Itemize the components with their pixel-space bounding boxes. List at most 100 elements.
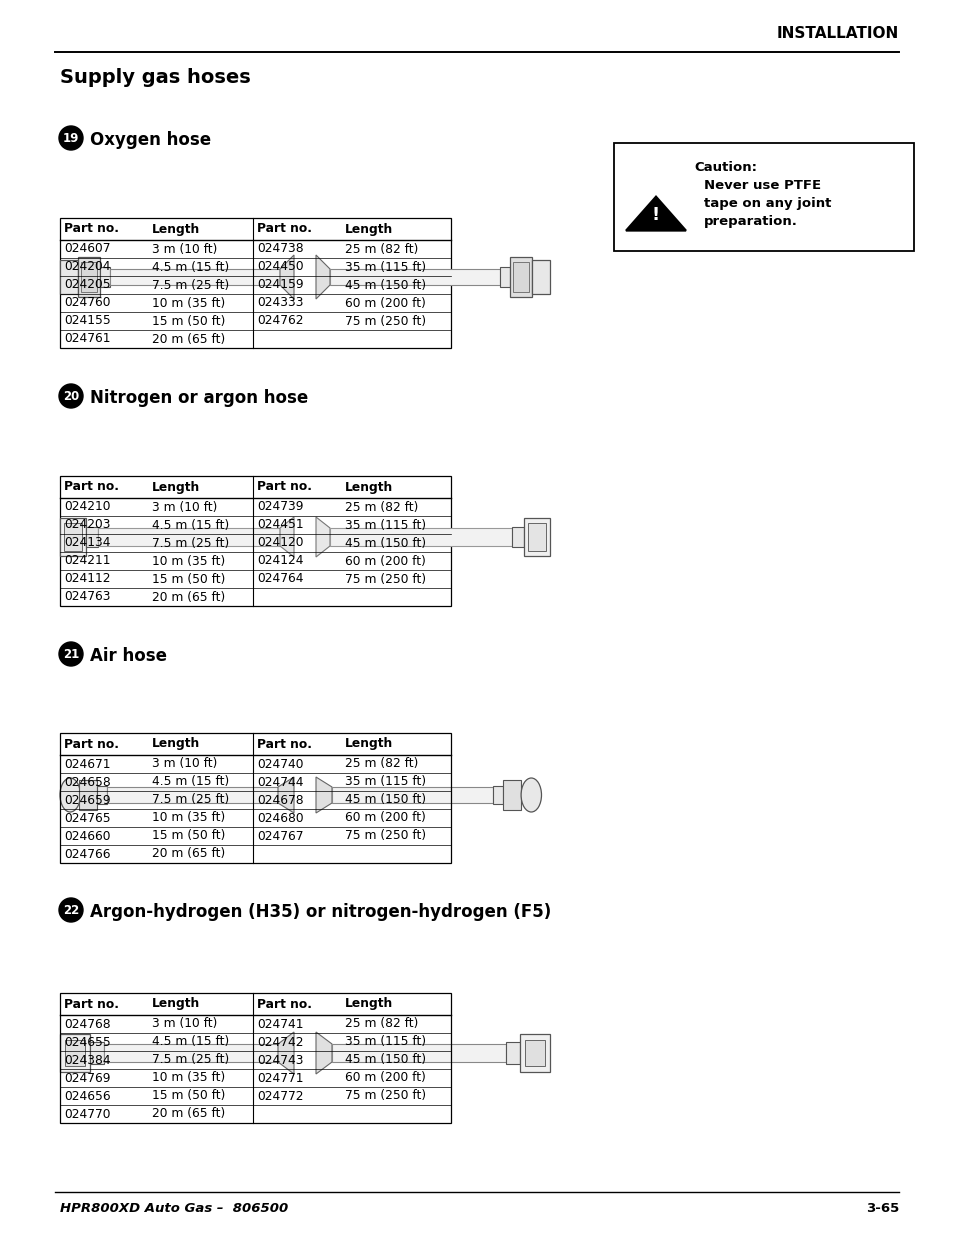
Text: 25 m (82 ft): 25 m (82 ft) — [345, 242, 418, 256]
Bar — [502, 779, 520, 810]
Text: 024763: 024763 — [64, 590, 111, 604]
Text: 024765: 024765 — [64, 811, 111, 825]
Polygon shape — [280, 517, 294, 557]
Bar — [65, 1040, 85, 1066]
Bar — [96, 785, 107, 804]
Bar — [78, 779, 96, 810]
Text: 3 m (10 ft): 3 m (10 ft) — [152, 500, 217, 514]
Text: 15 m (50 ft): 15 m (50 ft) — [152, 830, 225, 842]
Text: 024770: 024770 — [64, 1108, 111, 1120]
Bar — [60, 1034, 90, 1072]
Text: 4.5 m (15 ft): 4.5 m (15 ft) — [152, 519, 229, 531]
Text: 024741: 024741 — [256, 1018, 303, 1030]
Text: Caution:: Caution: — [693, 161, 757, 174]
Text: 25 m (82 ft): 25 m (82 ft) — [345, 1018, 418, 1030]
Circle shape — [59, 384, 83, 408]
Text: 024120: 024120 — [256, 536, 303, 550]
Bar — [110, 269, 280, 285]
Text: Part no.: Part no. — [64, 222, 119, 236]
Text: 024678: 024678 — [256, 794, 303, 806]
Text: Air hose: Air hose — [90, 647, 167, 664]
Text: 024671: 024671 — [64, 757, 111, 771]
Text: Argon-hydrogen (H35) or nitrogen-hydrogen (F5): Argon-hydrogen (H35) or nitrogen-hydroge… — [90, 903, 551, 921]
Text: Supply gas hoses: Supply gas hoses — [60, 68, 251, 86]
Text: 10 m (35 ft): 10 m (35 ft) — [152, 555, 225, 568]
Polygon shape — [315, 1032, 332, 1074]
Bar — [614, 143, 913, 251]
Bar — [527, 522, 545, 551]
Bar — [519, 1034, 550, 1072]
Text: 3-65: 3-65 — [864, 1202, 898, 1214]
Text: 024766: 024766 — [64, 847, 111, 861]
Text: 024680: 024680 — [256, 811, 303, 825]
Text: Part no.: Part no. — [256, 480, 312, 494]
Text: 024660: 024660 — [64, 830, 111, 842]
Bar — [332, 1044, 505, 1062]
Bar — [81, 262, 97, 291]
Text: Part no.: Part no. — [256, 998, 312, 1010]
Text: Part no.: Part no. — [64, 998, 119, 1010]
Text: 4.5 m (15 ft): 4.5 m (15 ft) — [152, 1035, 229, 1049]
Bar — [98, 529, 280, 546]
Bar — [78, 257, 100, 296]
Text: Part no.: Part no. — [64, 480, 119, 494]
Circle shape — [59, 126, 83, 149]
Text: INSTALLATION: INSTALLATION — [776, 26, 898, 42]
Text: 45 m (150 ft): 45 m (150 ft) — [345, 794, 426, 806]
Text: 024134: 024134 — [64, 536, 111, 550]
Text: 3 m (10 ft): 3 m (10 ft) — [152, 757, 217, 771]
Bar — [60, 261, 78, 294]
Text: Oxygen hose: Oxygen hose — [90, 131, 211, 149]
Text: 024659: 024659 — [64, 794, 111, 806]
Text: Length: Length — [345, 998, 393, 1010]
Text: Length: Length — [345, 480, 393, 494]
Bar — [510, 257, 532, 296]
Text: Length: Length — [152, 222, 200, 236]
Text: 3 m (10 ft): 3 m (10 ft) — [152, 1018, 217, 1030]
Text: 22: 22 — [63, 904, 79, 916]
Text: 15 m (50 ft): 15 m (50 ft) — [152, 1089, 225, 1103]
Text: 024744: 024744 — [256, 776, 303, 788]
Polygon shape — [277, 1032, 294, 1074]
Text: Part no.: Part no. — [256, 737, 312, 751]
Ellipse shape — [60, 778, 80, 811]
Bar — [512, 527, 523, 547]
Text: 024767: 024767 — [256, 830, 303, 842]
Text: 60 m (200 ft): 60 m (200 ft) — [345, 1072, 425, 1084]
Bar — [499, 267, 510, 287]
Text: 35 m (115 ft): 35 m (115 ft) — [345, 776, 426, 788]
Text: 024203: 024203 — [64, 519, 111, 531]
Text: 024656: 024656 — [64, 1089, 111, 1103]
Text: 60 m (200 ft): 60 m (200 ft) — [345, 296, 425, 310]
Bar — [107, 787, 277, 803]
Text: 10 m (35 ft): 10 m (35 ft) — [152, 296, 225, 310]
Text: 024771: 024771 — [256, 1072, 303, 1084]
Text: Part no.: Part no. — [64, 737, 119, 751]
Text: Length: Length — [152, 737, 200, 751]
Text: 21: 21 — [63, 647, 79, 661]
Text: 024124: 024124 — [256, 555, 303, 568]
Bar — [60, 219, 451, 348]
Polygon shape — [625, 196, 685, 231]
Bar — [100, 267, 110, 287]
Text: 024112: 024112 — [64, 573, 111, 585]
Text: 024451: 024451 — [256, 519, 303, 531]
Text: 024761: 024761 — [64, 332, 111, 346]
Text: 024742: 024742 — [256, 1035, 303, 1049]
Text: 7.5 m (25 ft): 7.5 m (25 ft) — [152, 279, 229, 291]
Text: 20 m (65 ft): 20 m (65 ft) — [152, 590, 225, 604]
Polygon shape — [277, 777, 294, 813]
Text: 20: 20 — [63, 389, 79, 403]
Circle shape — [59, 642, 83, 666]
Bar — [60, 993, 451, 1123]
Text: 75 m (250 ft): 75 m (250 ft) — [345, 830, 426, 842]
Text: 024155: 024155 — [64, 315, 111, 327]
Text: HPR800XD Auto Gas –  806500: HPR800XD Auto Gas – 806500 — [60, 1202, 288, 1214]
Text: 024159: 024159 — [256, 279, 303, 291]
Text: 7.5 m (25 ft): 7.5 m (25 ft) — [152, 1053, 229, 1067]
Text: 75 m (250 ft): 75 m (250 ft) — [345, 1089, 426, 1103]
Text: 024655: 024655 — [64, 1035, 111, 1049]
Text: preparation.: preparation. — [703, 215, 797, 228]
Text: 024333: 024333 — [256, 296, 303, 310]
Text: Nitrogen or argon hose: Nitrogen or argon hose — [90, 389, 308, 408]
